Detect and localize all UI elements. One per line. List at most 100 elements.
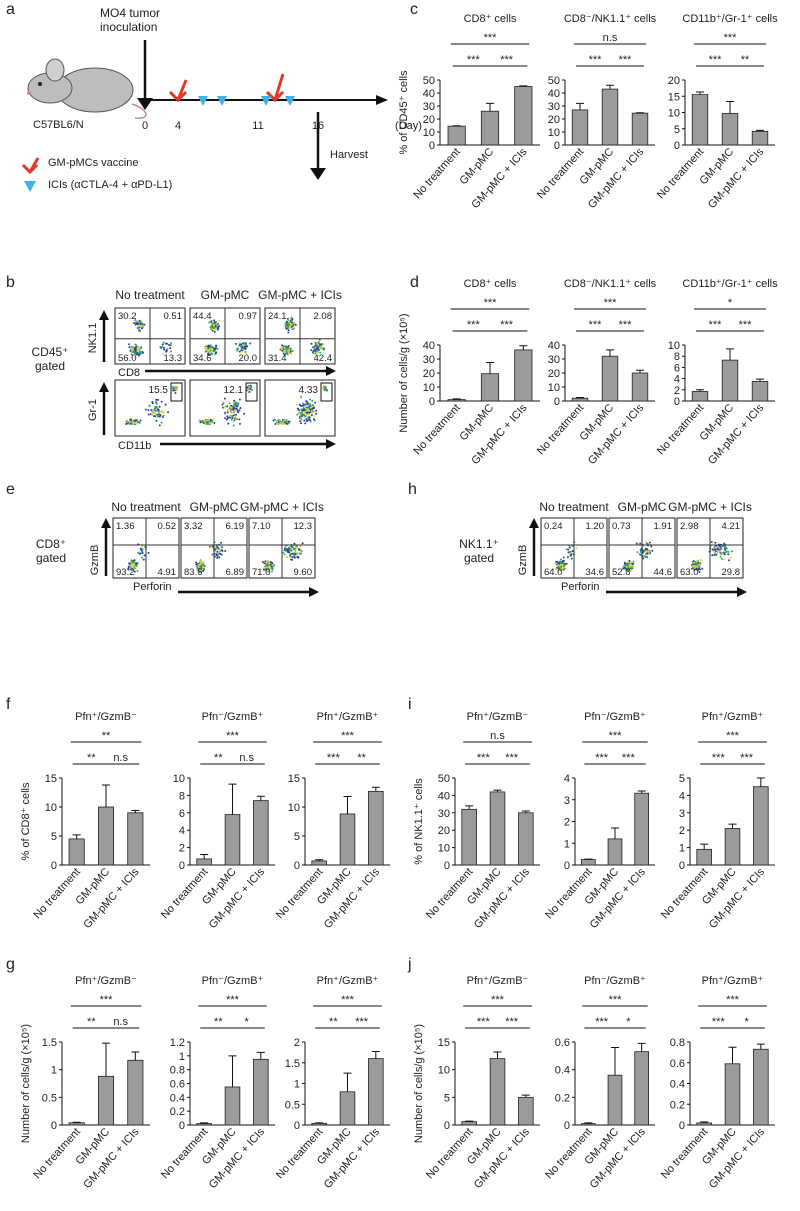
cell-dot — [165, 342, 168, 345]
error-bar — [700, 1121, 709, 1123]
mouse-icon — [27, 58, 147, 119]
bar — [253, 800, 269, 866]
cell-dot — [215, 344, 218, 347]
cell-dot — [231, 408, 234, 411]
arrow-head — [309, 587, 319, 597]
cell-dot — [174, 391, 177, 394]
cell-dot — [242, 348, 245, 351]
cell-dot — [234, 417, 237, 420]
cell-dot — [568, 546, 571, 549]
x-tick-label: GM-pMC + ICIs — [81, 866, 142, 931]
y-tick-label: 10 — [668, 108, 680, 120]
cell-dot — [155, 402, 158, 405]
cell-dot — [233, 399, 236, 402]
x-tick-label: No treatment — [31, 866, 82, 921]
cell-dot — [568, 552, 571, 555]
cell-dot — [297, 548, 300, 551]
x-tick-label: No treatment — [274, 1126, 325, 1181]
cell-dot — [208, 419, 211, 422]
cell-dot — [157, 413, 160, 416]
cell-dot — [570, 553, 573, 556]
error-bar — [521, 1094, 530, 1098]
x-tick-label: GM-pMC + ICIs — [586, 146, 647, 211]
cell-dot — [156, 410, 159, 413]
y-tick-label: 5 — [51, 831, 57, 843]
cell-dot — [720, 557, 723, 560]
y-tick-label: 0 — [679, 1120, 685, 1132]
arrow-head — [99, 382, 109, 392]
error-bar — [72, 1121, 81, 1123]
column-header: GM-pMC + ICIs — [240, 500, 324, 514]
cell-dot — [268, 562, 271, 565]
day-label: 16 — [312, 120, 324, 132]
cell-dot — [216, 548, 219, 551]
cell-dot — [296, 407, 299, 410]
y-tick-label: 50 — [423, 75, 435, 87]
cell-dot — [305, 411, 308, 414]
y-tick-label: 0 — [429, 140, 435, 152]
cell-dot — [308, 416, 311, 419]
cell-dot — [571, 550, 574, 553]
quadrant-value: 12.3 — [294, 521, 313, 532]
panel-letter: f — [6, 696, 11, 713]
cell-dot — [204, 347, 207, 350]
cell-dot — [286, 326, 289, 329]
y-tick-label: 10 — [548, 127, 560, 139]
cell-dot — [713, 553, 716, 556]
cell-dot — [202, 561, 205, 564]
y-tick-label: 1.5 — [42, 1037, 57, 1049]
cell-dot — [727, 553, 730, 556]
cell-dot — [213, 319, 216, 322]
chart-title: Pfn⁺/GzmB⁻ — [467, 711, 529, 723]
significance-label: n.s — [603, 32, 618, 44]
cell-dot — [313, 410, 316, 413]
cell-dot — [134, 321, 137, 324]
cell-dot — [211, 419, 214, 422]
significance-label: *** — [355, 1016, 369, 1028]
cell-dot — [139, 320, 142, 323]
cell-dot — [289, 557, 292, 560]
cell-dot — [211, 326, 214, 329]
cell-dot — [129, 560, 132, 563]
error-bar — [700, 843, 709, 850]
bar — [461, 808, 477, 866]
significance-label: * — [626, 1016, 631, 1028]
cell-dot — [642, 549, 645, 552]
cell-dot — [125, 422, 128, 425]
column-header: GM-pMC — [200, 288, 250, 302]
cell-dot — [161, 343, 164, 346]
bar — [581, 859, 596, 866]
cell-dot — [232, 401, 235, 404]
cell-dot — [554, 562, 557, 565]
cell-dot — [644, 541, 647, 544]
cell-dot — [625, 565, 628, 568]
bar — [97, 1075, 115, 1126]
cell-dot — [713, 546, 716, 549]
cell-dot — [271, 570, 274, 573]
column-header: No treatment — [111, 500, 181, 514]
cell-dot — [202, 566, 205, 569]
y-axis-label: Number of cells/g (×10⁵) — [20, 1024, 32, 1143]
cell-dot — [232, 420, 235, 423]
cell-dot — [312, 406, 315, 409]
cell-dot — [294, 547, 297, 550]
panel-letter: i — [408, 696, 412, 713]
cell-dot — [307, 416, 310, 419]
cell-dot — [164, 403, 167, 406]
significance-label: n.s — [113, 752, 128, 764]
significance-label: *** — [467, 54, 481, 66]
chart-title: CD8⁺ cells — [464, 13, 517, 25]
cell-dot — [282, 350, 285, 353]
cell-dot — [210, 320, 213, 323]
cell-dot — [571, 545, 574, 548]
ici-triangle — [198, 96, 208, 106]
significance-label: ** — [329, 1016, 338, 1028]
arrow-head — [529, 518, 539, 528]
quadrant-value: 44.6 — [654, 567, 673, 578]
cell-dot — [132, 421, 135, 424]
cell-dot — [159, 345, 162, 348]
cell-dot — [224, 411, 227, 414]
chart-title: CD8⁺ cells — [464, 278, 517, 290]
chart-title: Pfn⁺/GzmB⁻ — [75, 711, 137, 723]
significance-label: *** — [712, 752, 726, 764]
